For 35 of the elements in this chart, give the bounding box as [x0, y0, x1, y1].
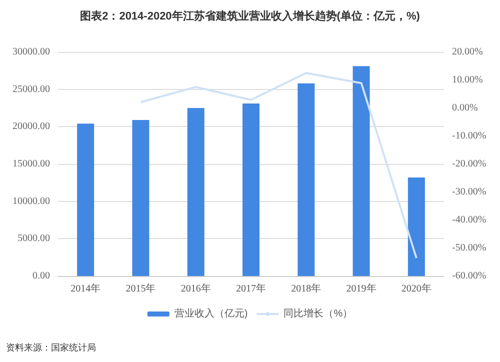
- bar: [132, 120, 150, 276]
- x-tick-label: 2015年: [126, 282, 156, 294]
- y2-tick-label: 10.00%: [452, 74, 483, 86]
- y-tick-label: 15000.00: [12, 158, 50, 170]
- y2-tick-label: -10.00%: [452, 130, 486, 142]
- y-tick-label: 30000.00: [12, 46, 50, 58]
- legend-label: 同比增长（%）: [284, 308, 353, 320]
- x-tick-label: 2019年: [346, 282, 376, 294]
- y-tick-label: 10000.00: [12, 196, 50, 207]
- y2-tick-label: -30.00%: [452, 186, 486, 198]
- legend-label: 营业收入（亿元): [174, 308, 248, 320]
- x-tick-label: 2014年: [70, 282, 101, 294]
- text: 资料来源：国家统计局: [6, 342, 96, 352]
- bar: [77, 124, 94, 276]
- bar: [408, 177, 425, 276]
- bar: [242, 104, 260, 276]
- bar: [352, 66, 370, 276]
- x-tick-label: 2018年: [291, 282, 322, 294]
- y-tick-label: 20000.00: [12, 121, 50, 132]
- y2-tick-label: 0.00%: [452, 102, 478, 114]
- y2-tick-label: 20.00%: [452, 46, 483, 58]
- y2-tick-label: -60.00%: [452, 270, 486, 282]
- bar: [298, 83, 315, 276]
- bar: [187, 108, 204, 276]
- y2-tick-label: -20.00%: [452, 158, 486, 170]
- line-series: [140, 72, 418, 260]
- y-tick-label: 5000.00: [18, 233, 50, 244]
- y2-tick-label: -50.00%: [452, 242, 486, 254]
- y2-tick-label: -40.00%: [452, 214, 486, 226]
- x-tick-label: 2020年: [401, 282, 432, 294]
- y-tick-label: 25000.00: [12, 84, 50, 95]
- chart-title: 图表2：2014-2020年江苏省建筑业营业收入增长趋势(单位：亿元，%): [80, 10, 420, 22]
- x-tick-label: 2017年: [236, 282, 266, 294]
- y-tick-label: 0.00: [32, 270, 50, 282]
- x-tick-label: 2016年: [180, 282, 211, 294]
